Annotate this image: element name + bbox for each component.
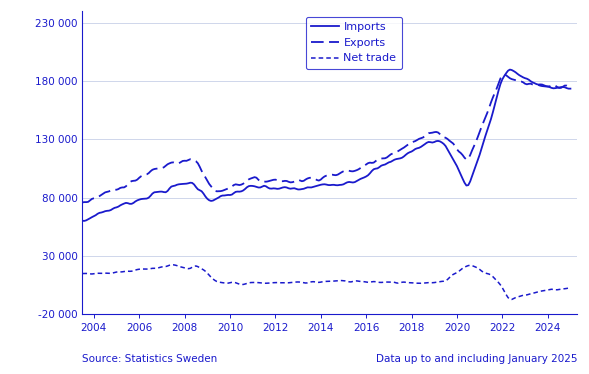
- Line: Net trade: Net trade: [82, 265, 570, 300]
- Net trade: [348, 280, 355, 284]
- Net trade: [124, 269, 131, 273]
- Exports: [502, 73, 509, 77]
- Exports: [308, 175, 315, 180]
- Imports: [79, 218, 86, 223]
- Net trade: [79, 271, 86, 276]
- Line: Exports: Exports: [82, 74, 570, 202]
- Imports: [293, 187, 300, 191]
- Net trade: [471, 264, 478, 269]
- Net trade: [100, 271, 107, 275]
- Imports: [370, 167, 377, 172]
- Imports: [348, 180, 355, 184]
- Net trade: [370, 279, 377, 284]
- Exports: [158, 166, 166, 170]
- Exports: [118, 185, 125, 190]
- Exports: [501, 72, 508, 77]
- Net trade: [567, 285, 574, 290]
- Exports: [79, 200, 86, 205]
- Net trade: [293, 280, 300, 284]
- Imports: [471, 168, 478, 173]
- Imports: [102, 209, 109, 214]
- Exports: [560, 85, 567, 89]
- Net trade: [170, 263, 177, 267]
- Text: Data up to and including January 2025: Data up to and including January 2025: [376, 353, 577, 364]
- Exports: [168, 160, 175, 165]
- Imports: [507, 67, 514, 72]
- Text: Source: Statistics Sweden: Source: Statistics Sweden: [82, 353, 218, 364]
- Imports: [126, 202, 133, 206]
- Legend: Imports, Exports, Net trade: Imports, Exports, Net trade: [306, 17, 402, 69]
- Net trade: [508, 297, 515, 302]
- Exports: [567, 85, 574, 89]
- Line: Imports: Imports: [82, 70, 570, 221]
- Imports: [81, 219, 88, 223]
- Imports: [567, 86, 574, 91]
